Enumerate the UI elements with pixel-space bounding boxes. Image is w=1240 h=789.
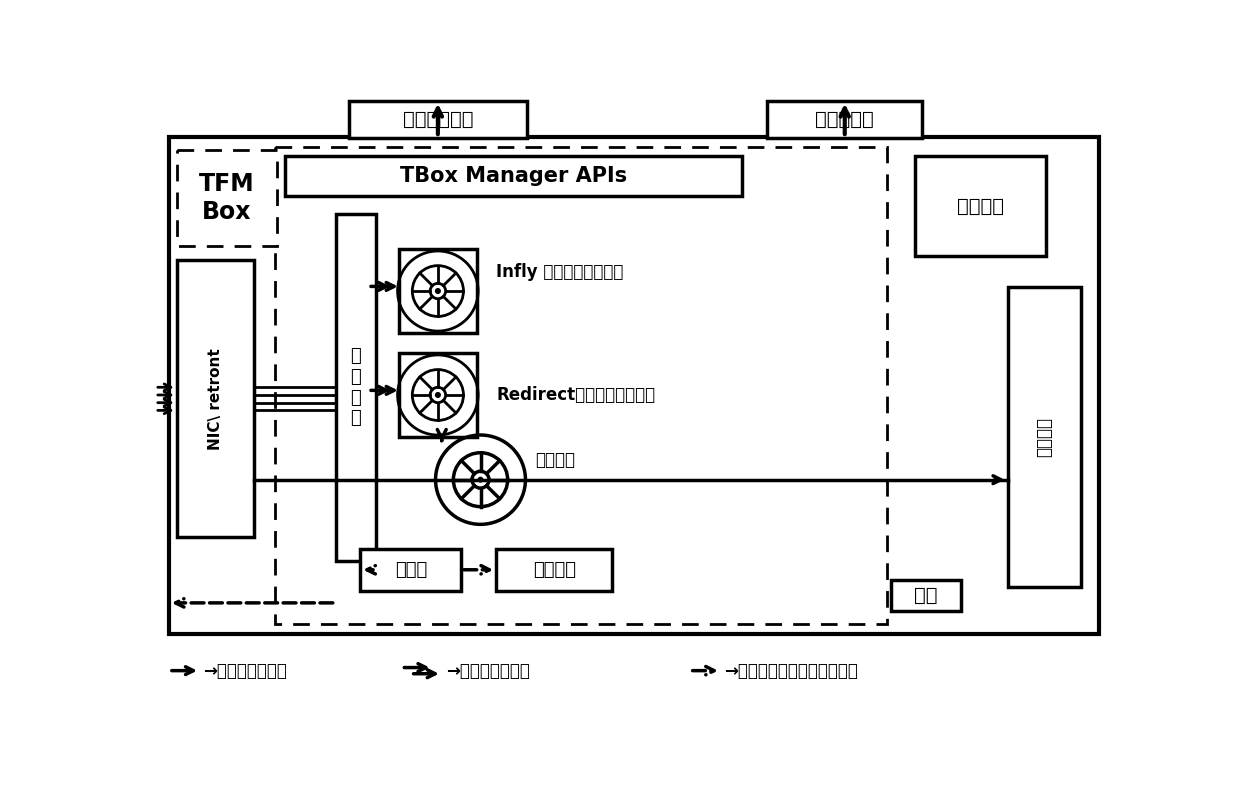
- Bar: [768, 101, 923, 138]
- Text: TFM
Box: TFM Box: [200, 172, 255, 224]
- Bar: [496, 549, 613, 591]
- Text: 主机: 主机: [914, 585, 937, 604]
- Text: 包转发器: 包转发器: [533, 561, 575, 579]
- Text: TBox Manager APIs: TBox Manager APIs: [401, 166, 627, 186]
- Text: 默认缓存: 默认缓存: [534, 451, 575, 469]
- Text: 标签器: 标签器: [394, 561, 427, 579]
- Text: →源处理单元转发数据包路径: →源处理单元转发数据包路径: [724, 662, 858, 679]
- Circle shape: [435, 393, 440, 398]
- Text: Redirect环形队列（缓存）: Redirect环形队列（缓存）: [496, 386, 655, 404]
- Bar: [348, 101, 527, 138]
- Bar: [1007, 287, 1081, 588]
- Text: NIC\ retront: NIC\ retront: [208, 348, 223, 450]
- Text: 状态管理器: 状态管理器: [816, 110, 874, 129]
- Circle shape: [435, 289, 440, 294]
- Text: 南向接口: 南向接口: [957, 196, 1004, 216]
- Bar: [915, 156, 1047, 256]
- Bar: [399, 249, 476, 334]
- Text: 包
分
类
器: 包 分 类 器: [351, 347, 361, 428]
- Bar: [275, 147, 888, 624]
- Bar: [336, 214, 376, 560]
- Circle shape: [479, 477, 482, 482]
- Bar: [176, 260, 254, 537]
- Bar: [892, 580, 961, 611]
- Text: →迁移数据包路径: →迁移数据包路径: [445, 662, 529, 679]
- Text: →正常数据包路径: →正常数据包路径: [203, 662, 286, 679]
- Bar: [399, 353, 476, 437]
- Bar: [285, 156, 743, 196]
- Bar: [176, 150, 278, 246]
- Text: 网络功能: 网络功能: [1035, 417, 1053, 458]
- Text: Infly 环形队列（缓存）: Infly 环形队列（缓存）: [496, 263, 624, 281]
- Text: 流迁移管理器: 流迁移管理器: [403, 110, 474, 129]
- Bar: [361, 549, 461, 591]
- Bar: [169, 137, 1099, 634]
